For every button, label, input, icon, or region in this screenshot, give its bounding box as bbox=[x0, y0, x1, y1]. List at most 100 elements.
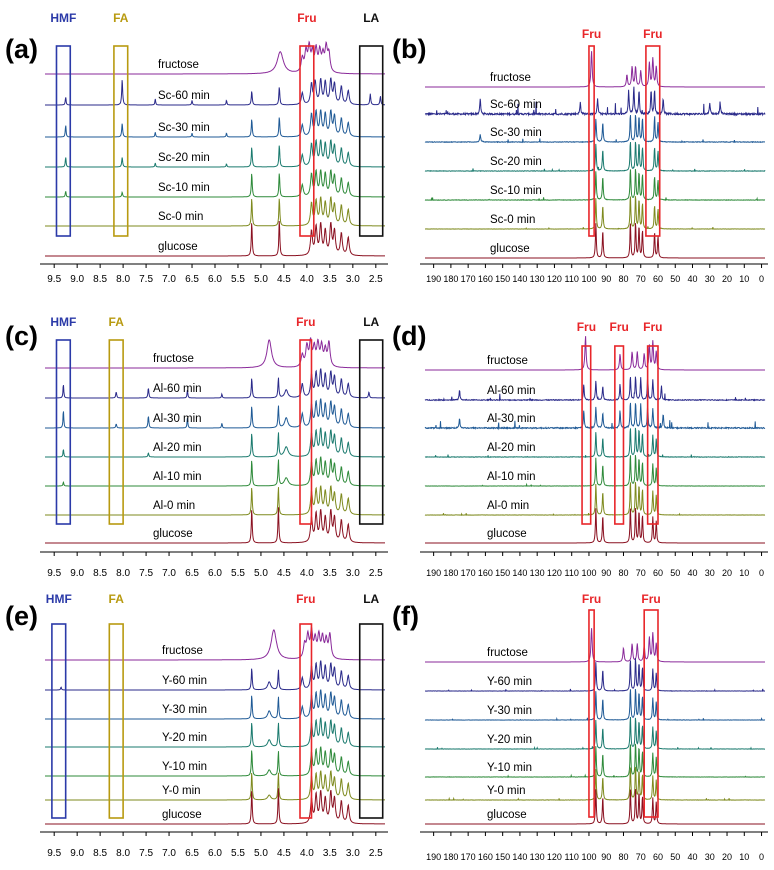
x-tick-label: 3.0 bbox=[346, 848, 360, 859]
spectrum-trace bbox=[424, 402, 766, 431]
x-tick-label: 20 bbox=[722, 852, 732, 862]
x-tick-label: 140 bbox=[512, 568, 527, 578]
spectrum-trace bbox=[45, 626, 385, 661]
trace-label: Sc-20 min bbox=[490, 156, 542, 168]
trace-label: Sc-60 min bbox=[158, 90, 210, 102]
highlight-box bbox=[55, 339, 72, 525]
trace-label: glucose bbox=[158, 241, 198, 253]
trace-label: fructose bbox=[487, 647, 528, 659]
highlight-box bbox=[646, 345, 659, 525]
x-tick-label: 2.5 bbox=[369, 848, 383, 859]
x-tick-label: 100 bbox=[581, 568, 596, 578]
spectrum-trace bbox=[45, 746, 385, 777]
x-tick-label: 100 bbox=[581, 852, 596, 862]
x-tick-label: 2.5 bbox=[369, 568, 383, 579]
x-tick-label: 150 bbox=[495, 274, 510, 284]
highlight-box bbox=[614, 345, 625, 525]
x-tick-label: 190 bbox=[426, 852, 441, 862]
x-tick-label: 8.0 bbox=[116, 274, 130, 285]
panel-label: (b) bbox=[392, 34, 426, 64]
x-tick-label: 170 bbox=[461, 852, 476, 862]
trace-label: Al-10 min bbox=[153, 471, 202, 483]
highlight-box bbox=[645, 45, 661, 237]
highlight-box bbox=[299, 623, 313, 819]
x-tick-label: 7.0 bbox=[162, 568, 176, 579]
x-tick-label: 40 bbox=[688, 852, 698, 862]
highlight-box-label: FA bbox=[109, 315, 125, 329]
trace-label: Y-60 min bbox=[487, 676, 532, 688]
nmr-panel-e: (e) fructose Y-60 min Y-30 min Y-20 min Y-10 … bbox=[5, 592, 388, 859]
x-tick-label: 30 bbox=[705, 568, 715, 578]
spectrum-trace bbox=[425, 789, 765, 825]
x-tick-label: 6.5 bbox=[185, 568, 199, 579]
highlight-box-label: Fru bbox=[609, 320, 628, 334]
panel-label: (f) bbox=[392, 601, 419, 631]
x-tick-label: 3.5 bbox=[323, 568, 337, 579]
spectrum-trace bbox=[45, 660, 385, 691]
trace-label: Sc-20 min bbox=[158, 152, 210, 164]
highlight-box-label: Fru bbox=[296, 592, 315, 606]
trace-label: Al-20 min bbox=[487, 442, 536, 454]
spectrum-trace bbox=[45, 770, 385, 801]
spectrum-trace bbox=[424, 376, 766, 402]
spectrum-trace bbox=[45, 168, 385, 198]
x-tick-label: 6.0 bbox=[208, 848, 222, 859]
x-tick-label: 10 bbox=[739, 568, 749, 578]
x-tick-label: 2.5 bbox=[369, 274, 383, 285]
spectrum-trace bbox=[45, 40, 385, 75]
spectrum-trace bbox=[45, 717, 385, 748]
nmr-panel-f: (f) fructose Y-60 min Y-30 min Y-20 min Y-10 … bbox=[392, 592, 768, 862]
spectrum-trace bbox=[424, 427, 766, 459]
highlight-box-label: Fru bbox=[296, 315, 315, 329]
x-tick-label: 190 bbox=[426, 274, 441, 284]
trace-label: Al-0 min bbox=[487, 500, 529, 512]
x-tick-label: 180 bbox=[443, 852, 458, 862]
x-tick-label: 100 bbox=[581, 274, 596, 284]
x-tick-label: 70 bbox=[636, 274, 646, 284]
highlight-box bbox=[643, 609, 659, 818]
x-tick-label: 8.0 bbox=[116, 568, 130, 579]
spectrum-trace bbox=[424, 141, 766, 172]
trace-label: fructose bbox=[158, 59, 199, 71]
trace-label: fructose bbox=[490, 72, 531, 84]
x-tick-label: 110 bbox=[565, 274, 579, 284]
x-tick-label: 150 bbox=[495, 568, 510, 578]
trace-label: glucose bbox=[490, 243, 530, 255]
x-tick-label: 5.5 bbox=[231, 568, 245, 579]
trace-label: glucose bbox=[153, 528, 193, 540]
highlight-box-label: HMF bbox=[50, 315, 76, 329]
spectrum-trace bbox=[45, 196, 385, 227]
trace-label: Sc-30 min bbox=[158, 122, 210, 134]
highlight-box-label: FA bbox=[109, 592, 125, 606]
x-tick-label: 80 bbox=[618, 568, 628, 578]
x-tick-label: 4.5 bbox=[277, 848, 291, 859]
spectrum-trace bbox=[45, 368, 385, 399]
highlight-box bbox=[588, 45, 595, 237]
x-tick-label: 9.0 bbox=[70, 274, 84, 285]
x-tick-label: 10 bbox=[739, 274, 749, 284]
x-tick-label: 160 bbox=[478, 274, 493, 284]
panel-label: (a) bbox=[5, 34, 38, 64]
spectrum-trace bbox=[45, 456, 385, 487]
x-tick-label: 8.5 bbox=[93, 568, 107, 579]
trace-label: Sc-10 min bbox=[490, 185, 542, 197]
highlight-box bbox=[299, 45, 315, 237]
x-tick-label: 4.0 bbox=[300, 274, 314, 285]
x-tick-label: 80 bbox=[618, 852, 628, 862]
x-tick-label: 4.5 bbox=[277, 274, 291, 285]
x-tick-label: 30 bbox=[705, 852, 715, 862]
spectrum-trace bbox=[45, 108, 385, 138]
highlight-box bbox=[358, 339, 384, 525]
highlight-box-label: Fru bbox=[641, 592, 660, 606]
x-tick-label: 4.0 bbox=[300, 848, 314, 859]
x-tick-label: 110 bbox=[565, 852, 579, 862]
highlight-box bbox=[108, 623, 124, 819]
spectrum-trace bbox=[425, 223, 765, 259]
x-tick-label: 9.5 bbox=[47, 848, 61, 859]
trace-label: fructose bbox=[162, 645, 203, 657]
trace-label: Y-10 min bbox=[162, 761, 207, 773]
x-tick-label: 7.5 bbox=[139, 274, 153, 285]
x-tick-label: 140 bbox=[512, 274, 527, 284]
x-tick-label: 60 bbox=[653, 568, 663, 578]
x-tick-label: 7.5 bbox=[139, 848, 153, 859]
